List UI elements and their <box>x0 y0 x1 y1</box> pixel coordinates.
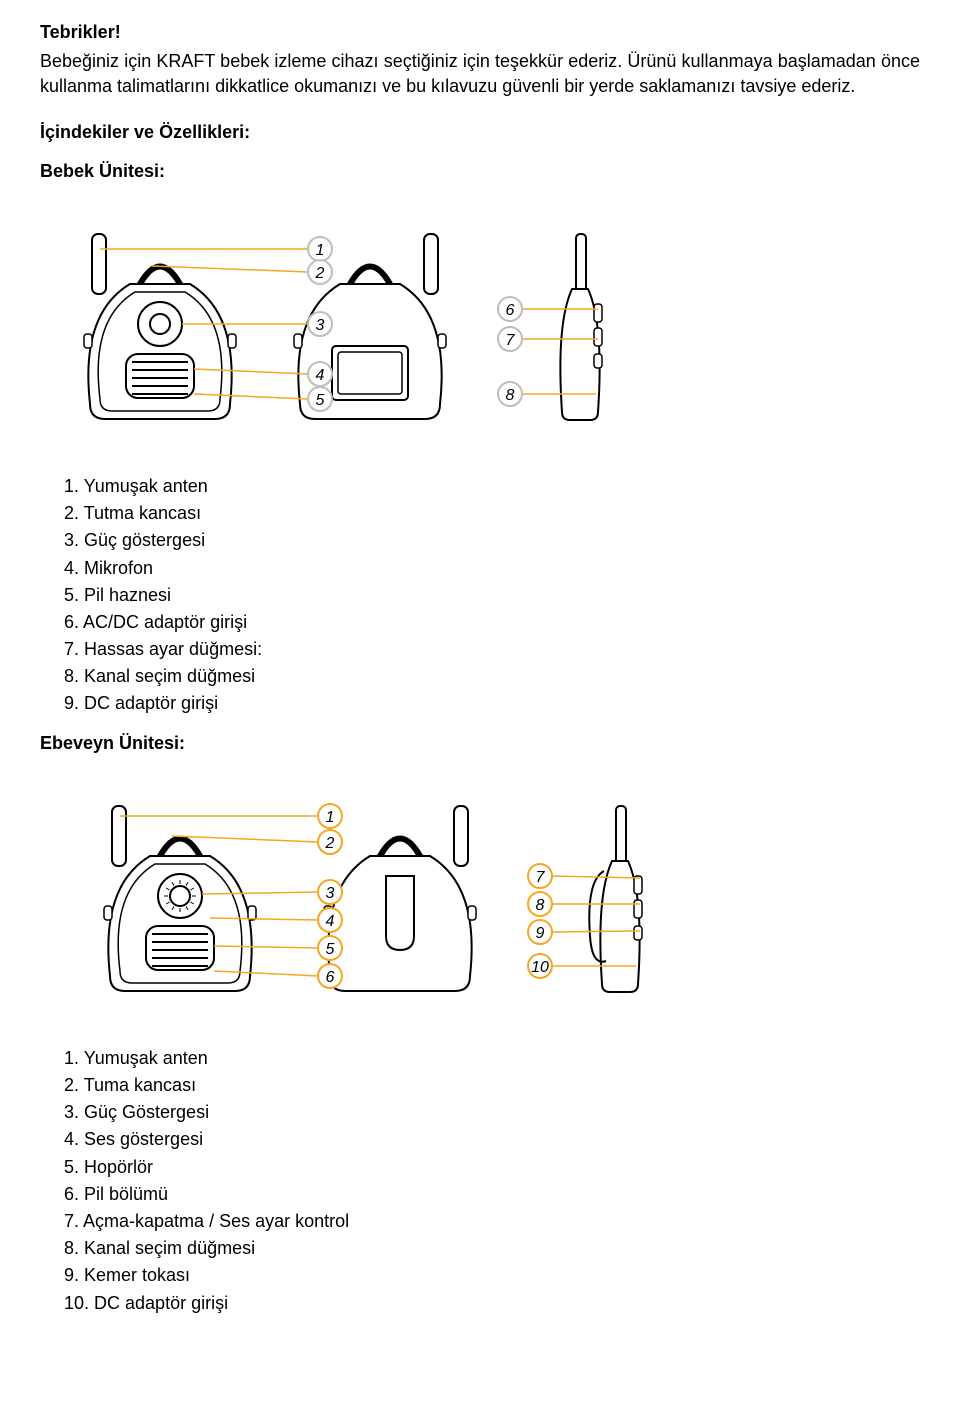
list-item: 8. Kanal seçim düğmesi <box>40 664 920 689</box>
contents-title: İçindekiler ve Özellikleri: <box>40 120 920 145</box>
parent-unit-list: 1. Yumuşak anten2. Tuma kancası3. Güç Gö… <box>40 1046 920 1316</box>
list-item: 3. Güç Göstergesi <box>40 1100 920 1125</box>
svg-text:2: 2 <box>315 265 325 282</box>
list-item: 5. Hopörlör <box>40 1155 920 1180</box>
svg-text:9: 9 <box>536 925 545 942</box>
svg-text:10: 10 <box>531 959 549 976</box>
list-item: 9. DC adaptör girişi <box>40 691 920 716</box>
list-item: 2. Tutma kancası <box>40 501 920 526</box>
list-item: 7. Açma-kapatma / Ses ayar kontrol <box>40 1209 920 1234</box>
list-item: 1. Yumuşak anten <box>40 1046 920 1071</box>
parent-unit-diagram: 1 2 3 4 5 6 7 8 9 10 <box>40 766 920 1026</box>
svg-text:5: 5 <box>326 941 335 958</box>
svg-text:4: 4 <box>326 913 335 930</box>
list-item: 8. Kanal seçim düğmesi <box>40 1236 920 1261</box>
baby-unit-title: Bebek Ünitesi: <box>40 159 920 184</box>
list-item: 1. Yumuşak anten <box>40 474 920 499</box>
svg-text:5: 5 <box>316 392 325 409</box>
svg-text:6: 6 <box>326 969 335 986</box>
svg-text:4: 4 <box>316 367 325 384</box>
svg-text:3: 3 <box>326 885 335 902</box>
baby-unit-diagram: 1 2 3 4 5 6 7 8 <box>40 194 920 454</box>
svg-text:3: 3 <box>316 317 325 334</box>
svg-text:1: 1 <box>316 242 325 259</box>
svg-text:7: 7 <box>536 869 546 886</box>
list-item: 3. Güç göstergesi <box>40 528 920 553</box>
list-item: 4. Ses göstergesi <box>40 1127 920 1152</box>
svg-text:7: 7 <box>506 332 516 349</box>
list-item: 5. Pil haznesi <box>40 583 920 608</box>
svg-text:2: 2 <box>325 835 335 852</box>
list-item: 4. Mikrofon <box>40 556 920 581</box>
list-item: 7. Hassas ayar düğmesi: <box>40 637 920 662</box>
svg-text:8: 8 <box>536 897 545 914</box>
list-item: 2. Tuma kancası <box>40 1073 920 1098</box>
intro-paragraph: Bebeğiniz için KRAFT bebek izleme cihazı… <box>40 49 920 99</box>
svg-text:8: 8 <box>506 387 515 404</box>
list-item: 10. DC adaptör girişi <box>40 1291 920 1316</box>
list-item: 9. Kemer tokası <box>40 1263 920 1288</box>
parent-unit-title: Ebeveyn Ünitesi: <box>40 731 920 756</box>
list-item: 6. Pil bölümü <box>40 1182 920 1207</box>
list-item: 6. AC/DC adaptör girişi <box>40 610 920 635</box>
svg-text:6: 6 <box>506 302 515 319</box>
baby-unit-list: 1. Yumuşak anten2. Tutma kancası3. Güç g… <box>40 474 920 717</box>
svg-text:1: 1 <box>326 809 335 826</box>
page-heading: Tebrikler! <box>40 20 920 45</box>
